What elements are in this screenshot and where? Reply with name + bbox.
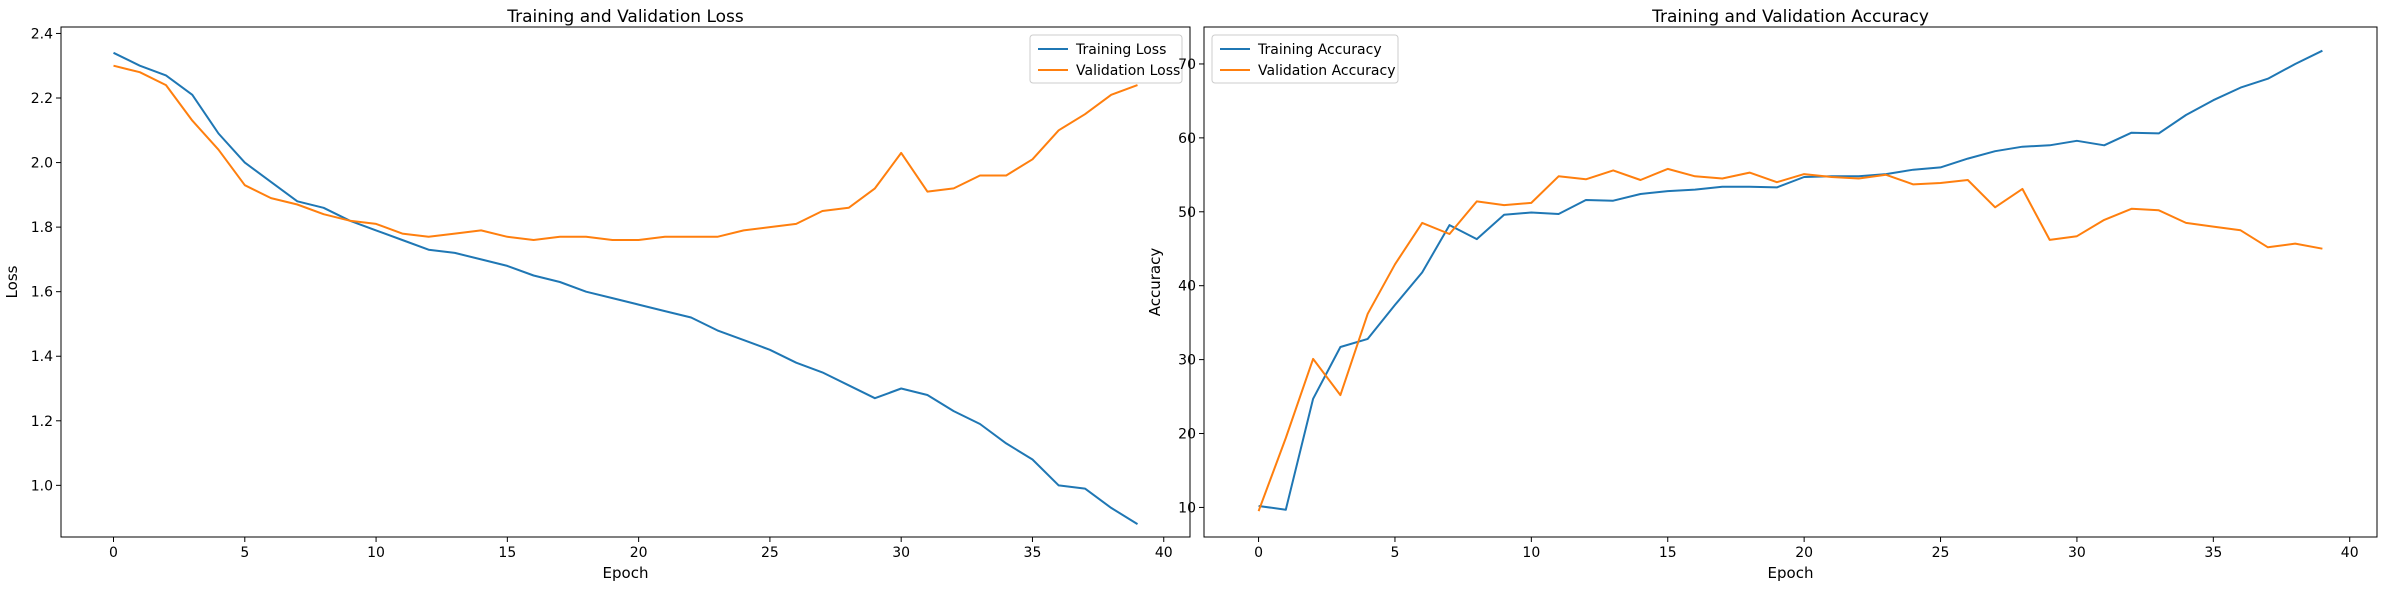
loss-x-tick-label: 20: [630, 545, 648, 561]
loss-x-tick-label: 15: [498, 545, 516, 561]
accuracy-legend-entry: Training Accuracy: [1257, 42, 1382, 58]
accuracy-x-tick-label: 5: [1390, 545, 1399, 561]
loss-y-tick-label: 1.4: [31, 349, 53, 365]
loss-legend-entry: Validation Loss: [1076, 63, 1180, 79]
loss-series-line-training: [113, 51, 1139, 525]
accuracy-x-tick-label: 25: [1932, 545, 1950, 561]
loss-y-axis-label: Loss: [3, 265, 21, 298]
accuracy-x-tick-label: 35: [2204, 545, 2222, 561]
accuracy-x-tick-label: 10: [1522, 545, 1540, 561]
loss-x-tick-label: 40: [1155, 545, 1173, 561]
accuracy-x-tick-label: 20: [1795, 545, 1813, 561]
accuracy-legend-entry: Validation Accuracy: [1258, 63, 1396, 79]
loss-legend: Training Loss Validation Loss: [1029, 34, 1183, 84]
accuracy-x-tick-label: 40: [2341, 545, 2359, 561]
loss-y-tick-label: 1.6: [31, 285, 53, 301]
accuracy-chart-title: Training and Validation Accuracy: [1651, 7, 1929, 27]
loss-y-tick-label: 1.2: [31, 414, 53, 430]
loss-y-tick-label: 2.0: [31, 156, 53, 172]
accuracy-y-tick-label: 30: [1178, 353, 1196, 369]
accuracy-series-line-validation: [1257, 167, 2323, 512]
loss-plot-frame: [60, 26, 1191, 538]
accuracy-y-tick-label: 20: [1178, 427, 1196, 443]
accuracy-legend: Training Accuracy Validation Accuracy: [1211, 34, 1399, 84]
loss-x-tick-label: 10: [367, 545, 385, 561]
loss-x-tick-label: 25: [761, 545, 779, 561]
loss-y-tick-label: 2.2: [31, 91, 53, 107]
accuracy-y-axis-label: Accuracy: [1146, 248, 1164, 317]
accuracy-legend-box: [1211, 34, 1399, 84]
loss-y-tick-label: 1.0: [31, 478, 53, 494]
accuracy-y-tick-label: 60: [1178, 131, 1196, 147]
loss-x-axis-label: Epoch: [603, 564, 649, 582]
accuracy-x-axis-label: Epoch: [1768, 564, 1814, 582]
accuracy-chart: Training and Validation Accuracy 0 5 10 15 20…: [1146, 7, 2378, 582]
loss-series-line-validation: [113, 64, 1138, 241]
accuracy-plot-frame: [1203, 26, 2378, 538]
loss-x-tick-label: 30: [892, 545, 910, 561]
loss-legend-entry: Training Loss: [1075, 42, 1166, 58]
accuracy-x-tick-label: 15: [1659, 545, 1677, 561]
loss-chart-title: Training and Validation Loss: [506, 7, 744, 27]
accuracy-x-tick-label: 30: [2068, 545, 2086, 561]
loss-x-tick-label: 5: [240, 545, 249, 561]
loss-x-tick-label: 35: [1024, 545, 1042, 561]
accuracy-y-tick-label: 70: [1178, 57, 1196, 73]
accuracy-x-tick-label: 0: [1254, 545, 1263, 561]
loss-y-tick-label: 2.4: [31, 26, 53, 42]
accuracy-y-tick-label: 40: [1178, 279, 1196, 295]
accuracy-y-tick-label: 10: [1178, 500, 1196, 516]
accuracy-y-tick-label: 50: [1178, 205, 1196, 221]
loss-chart: Training and Validation Loss 0 5 10 15 20 25 30…: [3, 7, 1191, 582]
loss-x-tick-label: 0: [109, 545, 118, 561]
accuracy-series-line-training: [1258, 49, 2323, 511]
loss-y-tick-label: 1.8: [31, 220, 53, 236]
